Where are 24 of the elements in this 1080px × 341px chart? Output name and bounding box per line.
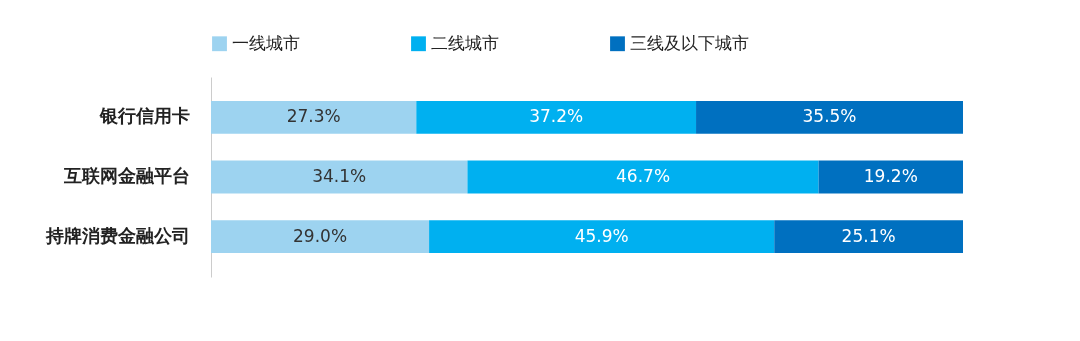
y-tick-label: 银行信用卡: [98, 105, 190, 127]
y-tick-label: 互联网金融平台: [62, 165, 190, 186]
data-label: 34.1%: [312, 166, 367, 186]
data-label: 27.3%: [286, 106, 341, 127]
bar: [416, 100, 697, 134]
bar: [211, 160, 468, 194]
bar: [696, 100, 963, 134]
data-label: 35.5%: [802, 106, 857, 127]
data-label: 25.1%: [841, 225, 896, 246]
legend-label: 二线城市: [431, 32, 499, 53]
data-label: 19.2%: [863, 166, 918, 186]
data-label: 45.9%: [574, 225, 629, 246]
bar: [467, 160, 819, 194]
legend-label: 三线及以下城市: [630, 32, 749, 53]
data-label: 37.2%: [529, 106, 584, 127]
bar: [818, 160, 963, 194]
legend-label: 一线城市: [232, 32, 300, 53]
bar: [211, 100, 417, 134]
bar: [774, 220, 963, 254]
data-label: 46.7%: [616, 166, 671, 186]
bar: [429, 220, 775, 254]
bar: [211, 220, 430, 254]
y-tick-label: 持牌消费金融公司: [44, 224, 190, 246]
data-label: 29.0%: [293, 225, 348, 246]
